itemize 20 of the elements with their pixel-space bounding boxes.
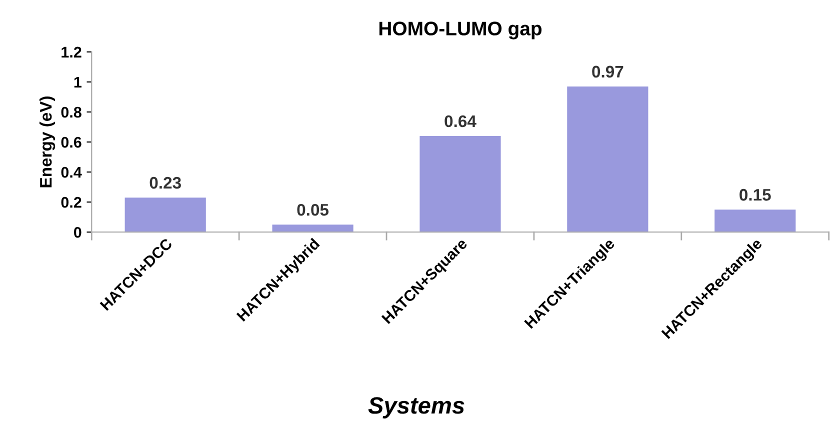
data-label: 0.15 — [740, 188, 771, 201]
data-label: 0.05 — [297, 204, 329, 216]
y-tick-label: 1.2 — [62, 46, 82, 58]
data-label: 0.23 — [150, 176, 181, 189]
x-axis-title: Systems — [368, 397, 464, 418]
y-tick-label: 0.6 — [61, 136, 82, 148]
y-tick-label: 0.8 — [61, 106, 82, 118]
y-tick-label: 1 — [74, 76, 82, 88]
y-tick-label: 0.4 — [61, 166, 82, 178]
bar — [714, 210, 796, 232]
data-label: 0.97 — [592, 66, 624, 78]
y-tick-label: 0.2 — [61, 196, 82, 208]
y-tick-label: 0 — [74, 226, 82, 238]
y-axis-title: Energy (eV) — [40, 96, 56, 188]
data-label: 0.64 — [444, 115, 476, 128]
bar — [420, 136, 501, 232]
bar — [567, 86, 648, 232]
bar — [272, 224, 354, 232]
bar — [124, 198, 206, 232]
chart-title: HOMO-LUMO gap — [379, 22, 542, 40]
